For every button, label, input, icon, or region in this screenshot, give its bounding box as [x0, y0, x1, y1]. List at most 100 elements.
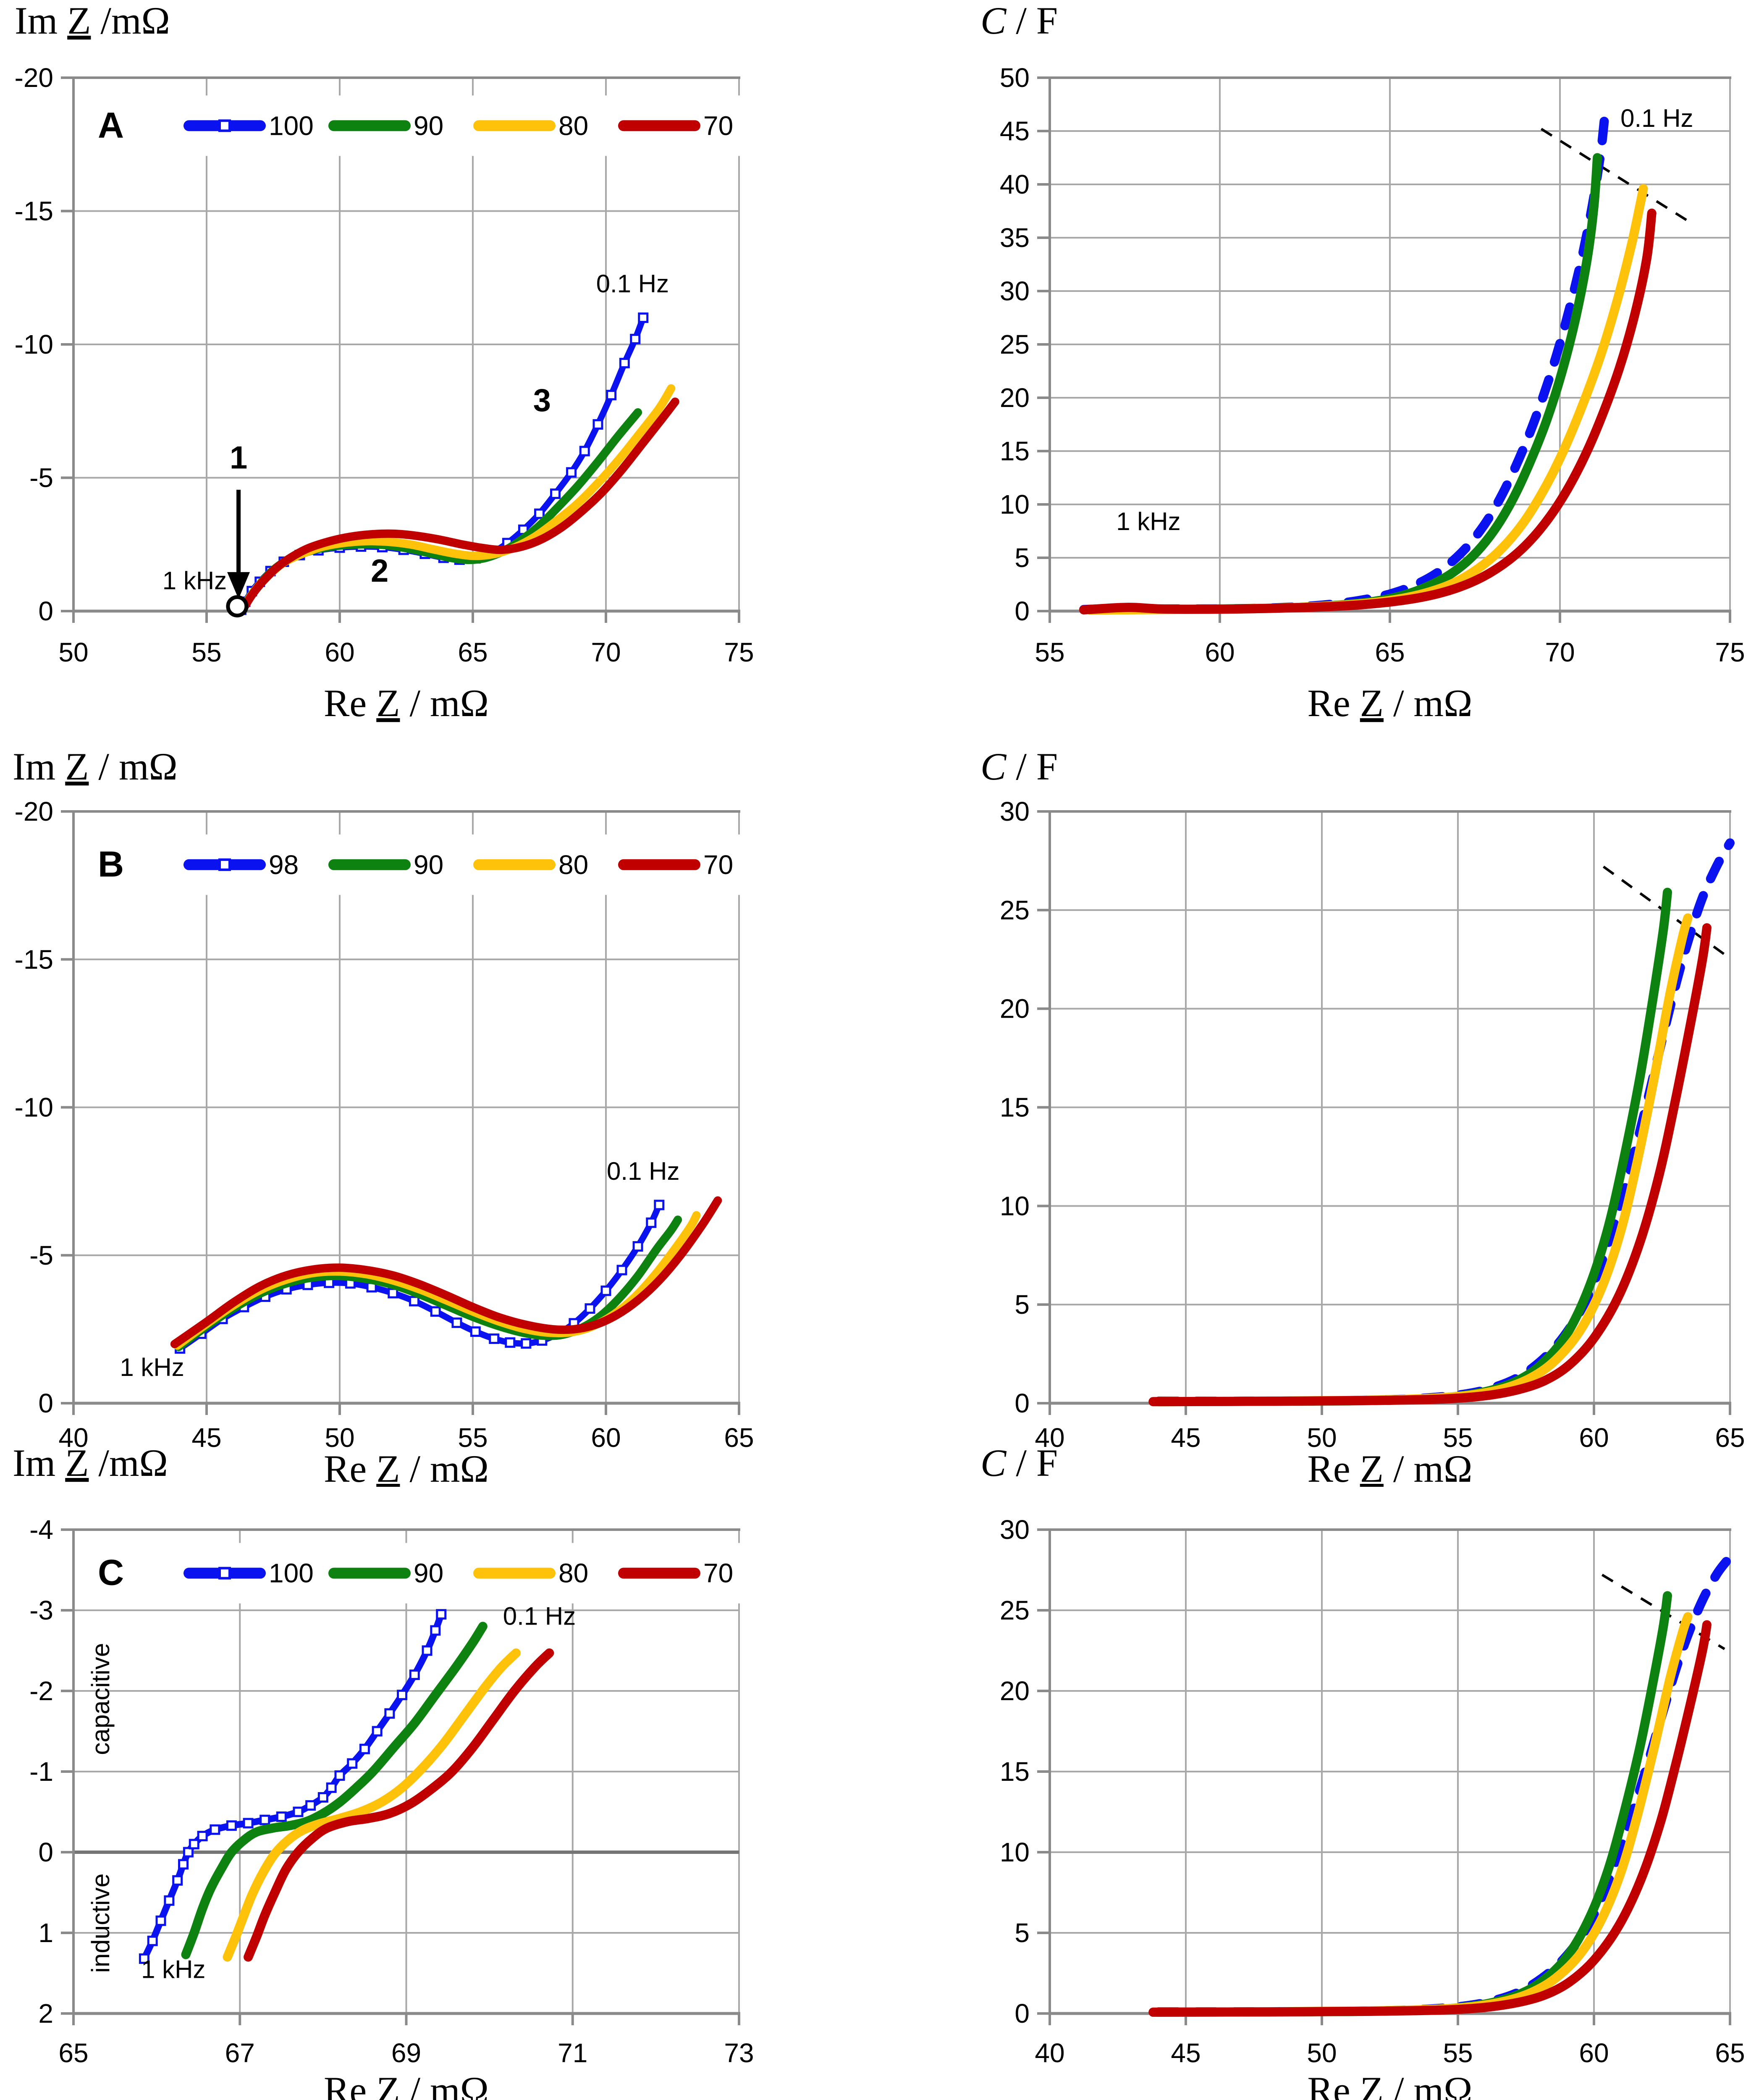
y-tick-label: -15: [15, 196, 54, 226]
series-curve-80: [239, 384, 676, 613]
series-marker: [326, 1782, 337, 1793]
y-tick-label: -20: [15, 63, 54, 93]
series-marker: [226, 1820, 237, 1831]
y-tick-label: -15: [15, 944, 54, 974]
series-marker: [451, 1317, 462, 1328]
y-tick-label: 5: [1014, 543, 1030, 573]
panel-letter-C: C: [98, 1553, 124, 1593]
y-tick-label: 5: [1014, 1289, 1030, 1320]
series-marker: [334, 1770, 345, 1781]
x-tick-label: 67: [225, 2038, 255, 2068]
legend-swatch-marker: [218, 1567, 231, 1580]
series-marker: [260, 1814, 270, 1825]
x-tick-label: 60: [1579, 1423, 1609, 1453]
series-curve-70: [1079, 208, 1657, 614]
y-tick-label: 10: [1000, 1837, 1030, 1867]
series-marker: [470, 1326, 481, 1337]
x-tick-label: 65: [458, 637, 488, 667]
x-tick-label: 55: [191, 637, 221, 667]
legend-label-90: 90: [414, 110, 443, 141]
series-marker: [172, 1875, 183, 1886]
y-tick-label: 35: [1000, 223, 1030, 253]
series-curve-90: [1154, 887, 1672, 1407]
series-curve-80: [223, 1648, 521, 1962]
x-axis-title: Re Z / mΩ: [324, 2069, 489, 2100]
series-curve-70: [1148, 1620, 1712, 2017]
panel-a-nyquist-plot: 50 55 60 65 70 75 -20 -15 -10 -5 0 Im Z /mΩ Re Z / m…: [15, 0, 798, 724]
series-marker: [630, 333, 641, 344]
series-marker: [521, 1338, 532, 1349]
series-marker: [409, 1670, 420, 1680]
x-tick-label: 70: [591, 637, 621, 667]
series-marker: [430, 1625, 441, 1636]
legend-label-70: 70: [703, 850, 733, 880]
legend-swatch-marker: [218, 119, 231, 132]
y-tick-label: 25: [1000, 329, 1030, 360]
series-marker: [178, 1859, 189, 1870]
annotation-1-khz: 1 kHz: [1116, 507, 1180, 536]
series-curve-80: [1154, 913, 1693, 1407]
annotation-1-khz: 1 kHz: [120, 1353, 184, 1381]
x-tick-label: 60: [1579, 2038, 1609, 2068]
x-tick-label: 40: [1035, 1423, 1064, 1453]
y-tick-label: 20: [1000, 1676, 1030, 1706]
panel-b-nyquist-plot: 40 45 50 55 60 65 -20 -15 -10 -5 0 Im Z / mΩ Re Z / …: [13, 752, 798, 1487]
y-axis-title: C / F: [980, 1441, 1058, 1484]
series-marker: [585, 1303, 595, 1314]
panel-a-capacitance-plot: 55 60 65 70 75 0 5 10 15 20 25 30 35 40 45 50 C / F Re Z …: [980, 0, 1745, 724]
x-tick-label: 71: [558, 2038, 587, 2068]
series-marker: [422, 1645, 433, 1656]
y-tick-label: 20: [1000, 994, 1030, 1024]
legend-label-80: 80: [558, 850, 588, 880]
y-tick-label: -5: [29, 1240, 53, 1270]
series-marker: [388, 1288, 398, 1299]
legend-label-100: 100: [269, 110, 314, 141]
frequency-guide-line: [1540, 128, 1693, 225]
y-tick-label: -1: [29, 1756, 53, 1787]
series-marker: [347, 1758, 358, 1769]
series-marker: [409, 1296, 420, 1307]
series-marker: [654, 1200, 665, 1210]
y-tick-label: -10: [15, 1092, 54, 1123]
legend-label-80: 80: [558, 110, 588, 141]
series-curve-70: [1148, 923, 1712, 1407]
y-tick-label: 25: [1000, 1595, 1030, 1625]
x-tick-label: 65: [724, 1423, 754, 1453]
annotation-0-1-hz: 0.1 Hz: [607, 1157, 679, 1185]
series-marker: [566, 467, 577, 478]
annotation-1-khz: 1 kHz: [141, 1956, 205, 1984]
x-tick-label: 65: [58, 2038, 88, 2068]
series-marker: [489, 1333, 500, 1344]
y-tick-label: -5: [29, 463, 53, 493]
x-axis-title: Re Z / mΩ: [1308, 682, 1473, 724]
series-curve-70: [244, 1648, 554, 1962]
series-marker: [384, 1708, 395, 1719]
y-tick-label: 50: [1000, 63, 1030, 93]
series-marker: [210, 1824, 220, 1835]
y-tick-label: 15: [1000, 1092, 1030, 1123]
series-marker: [534, 508, 545, 519]
legend-swatch-marker: [218, 858, 231, 871]
x-tick-label: 65: [1715, 1423, 1745, 1453]
x-tick-label: 55: [1443, 1423, 1473, 1453]
series-curve-90: [1086, 153, 1602, 615]
x-tick-label: 55: [1443, 2038, 1473, 2068]
series-marker: [646, 1217, 657, 1228]
series-marker: [397, 1690, 408, 1701]
y-tick-label: -4: [29, 1515, 53, 1545]
series-marker: [579, 446, 590, 457]
panel-c-capacitance-plot: 40 45 50 55 60 65 0 5 10 15 20 25 30 C / F Re Z / mΩ: [980, 1441, 1745, 2100]
series-curve-70: [170, 1196, 722, 1349]
x-tick-label: 55: [458, 1423, 488, 1453]
x-tick-label: 50: [58, 637, 88, 667]
x-tick-label: 65: [1715, 2038, 1745, 2068]
panel-letter-B: B: [98, 844, 124, 885]
y-axis-title: Im Z /mΩ: [13, 1441, 168, 1484]
series-marker: [276, 1811, 287, 1822]
x-tick-label: 45: [1171, 1423, 1201, 1453]
annotation-0-1-hz: 0.1 Hz: [1620, 104, 1693, 132]
series-curve-80: [1154, 1612, 1693, 2017]
y-tick-label: 30: [1000, 276, 1030, 306]
series-marker: [197, 1831, 208, 1842]
x-axis-title: Re Z / mΩ: [1308, 1447, 1473, 1487]
